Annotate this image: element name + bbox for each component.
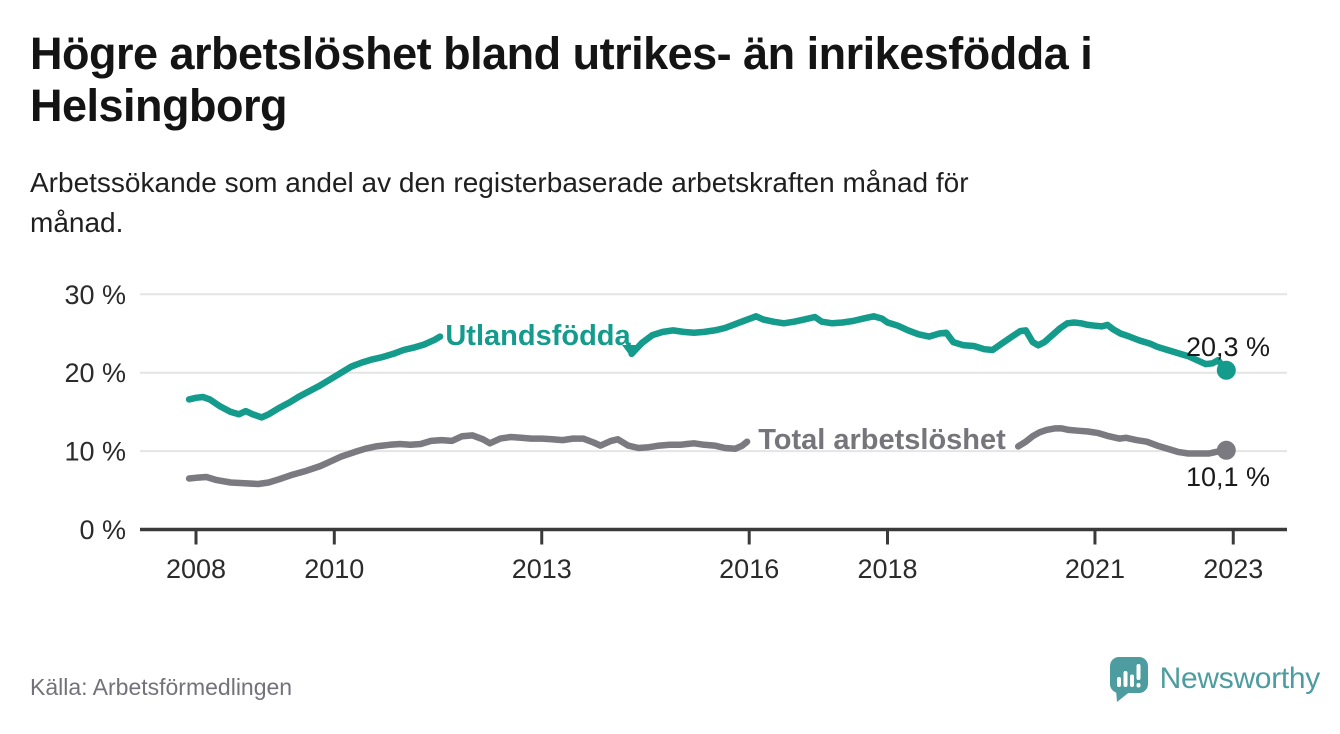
- newsworthy-bar-chart-bubble-icon: [1109, 657, 1148, 702]
- series-label-total: Total arbetslöshet: [758, 424, 1006, 456]
- y-tick-label: 30 %: [64, 280, 126, 310]
- series-segment: [185, 432, 751, 488]
- y-tick-label: 10 %: [64, 437, 126, 467]
- series-line-utlandsfodda: [185, 313, 1230, 421]
- series-line-total: [185, 425, 1230, 488]
- series-segment: [628, 313, 1230, 374]
- x-tick-label: 2010: [304, 554, 364, 584]
- source-note: Källa: Arbetsförmedlingen: [30, 674, 293, 700]
- x-tick-label: 2023: [1203, 554, 1263, 584]
- series-lines: [185, 313, 1230, 488]
- gridlines: [140, 293, 1287, 453]
- y-tick-label: 0 %: [79, 515, 126, 545]
- series-label-arrow-down-icon: [622, 345, 640, 357]
- x-tick-label: 2008: [166, 554, 226, 584]
- series-end-dot: [1216, 440, 1236, 460]
- x-axis-labels: 2008 2010 2013 2016 2018 2021 2023: [166, 554, 1263, 584]
- x-axis-ticks: [194, 531, 1235, 545]
- x-tick-label: 2021: [1065, 554, 1125, 584]
- x-tick-label: 2013: [512, 554, 572, 584]
- series-segment: [185, 333, 444, 421]
- newsworthy-logo-text: Newsworthy: [1159, 662, 1321, 695]
- series-segment: [1014, 425, 1230, 457]
- chart-title: Högre arbetslöshet bland utrikes- än inr…: [30, 28, 1093, 131]
- y-tick-label: 20 %: [64, 358, 126, 388]
- chart-subtitle: Arbetssökande som andel av den registerb…: [30, 167, 969, 238]
- y-axis-labels: 0 % 10 % 20 % 30 %: [64, 280, 126, 545]
- series-end-dot: [1216, 360, 1236, 380]
- series-end-dots: [1216, 360, 1236, 460]
- value-label-utlandsfodda: 20,3 %: [1186, 332, 1270, 362]
- x-tick-label: 2016: [719, 554, 779, 584]
- series-label-utlandsfodda: Utlandsfödda: [445, 320, 631, 352]
- x-tick-label: 2018: [857, 554, 917, 584]
- value-label-total: 10,1 %: [1186, 462, 1270, 492]
- newsworthy-logo: Newsworthy: [1109, 655, 1320, 703]
